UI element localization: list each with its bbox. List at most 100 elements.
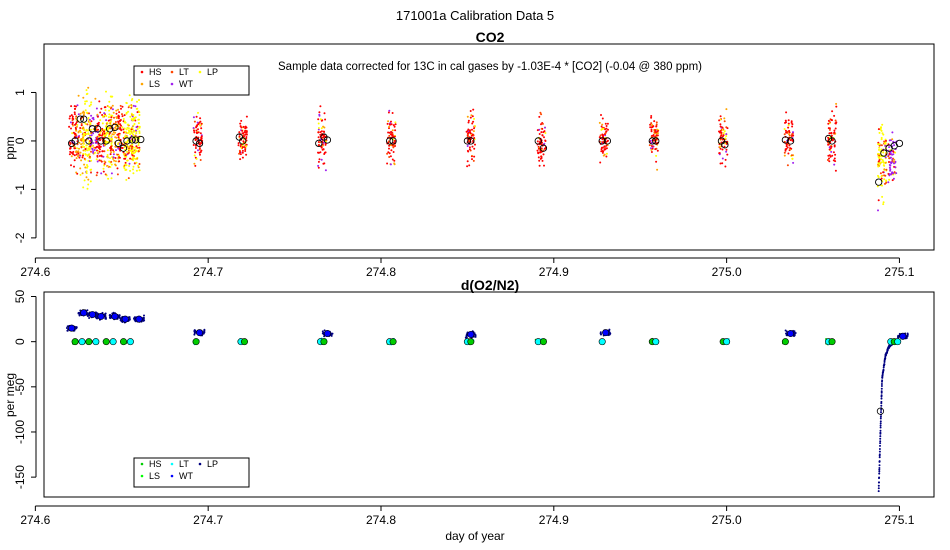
co2-data-point (784, 129, 787, 132)
o2n2-data-point (88, 317, 91, 319)
o2n2-mean-marker (88, 311, 96, 319)
co2-data-point (98, 155, 101, 157)
o2n2-data-point (464, 336, 467, 339)
o2n2-mean-marker (121, 315, 129, 323)
co2-data-point (116, 173, 119, 176)
co2-x-tick-label: 274.7 (193, 265, 223, 279)
co2-data-point (718, 152, 721, 155)
co2-data-point (888, 157, 891, 160)
co2-data-point (128, 162, 131, 165)
co2-data-point (784, 121, 786, 124)
o2n2-data-point (330, 334, 333, 337)
co2-data-point (71, 117, 74, 120)
co2-data-point (98, 132, 101, 135)
co2-data-point (135, 161, 138, 164)
o2n2-data-point (879, 415, 882, 418)
co2-data-point (538, 164, 541, 167)
co2-legend-label: LP (207, 67, 218, 77)
co2-data-point (245, 136, 248, 138)
co2-legend-label: WT (179, 79, 193, 89)
co2-data-point (784, 148, 787, 151)
co2-data-point (117, 108, 120, 111)
co2-mean-marker (71, 137, 79, 145)
co2-data-point (110, 151, 113, 154)
co2-data-point (135, 169, 138, 172)
co2-data-point (128, 151, 130, 154)
o2n2-x-tick-label: 274.9 (539, 513, 569, 527)
co2-data-point (73, 113, 76, 116)
co2-data-point (388, 156, 391, 158)
co2-data-point (884, 144, 887, 147)
co2-data-point (788, 131, 791, 134)
co2-data-point (82, 186, 85, 189)
co2-data-point (895, 172, 898, 175)
co2-mean-marker (539, 144, 548, 152)
co2-data-point (101, 134, 103, 137)
co2-data-point (600, 148, 603, 151)
co2-data-point (827, 143, 830, 146)
co2-data-point (117, 136, 120, 139)
o2n2-y-tick-label: -50 (13, 378, 27, 396)
co2-data-point (890, 173, 893, 176)
o2n2-data-point (906, 333, 909, 336)
co2-data-point (197, 149, 199, 152)
co2-data-point (605, 130, 608, 133)
co2-data-point (94, 146, 97, 149)
co2-data-point (467, 131, 470, 134)
co2-data-point (118, 120, 121, 123)
co2-data-point (877, 162, 880, 165)
co2-data-point (885, 168, 888, 171)
co2-data-point (131, 149, 134, 152)
co2-data-point (193, 120, 196, 123)
co2-data-point (96, 155, 99, 158)
co2-data-point (721, 162, 724, 165)
co2-data-point (80, 146, 83, 149)
co2-data-point (471, 145, 474, 148)
o2n2-data-point (882, 366, 885, 369)
co2-data-point (878, 148, 880, 151)
o2n2-data-point (465, 334, 468, 337)
co2-data-point (75, 121, 78, 124)
co2-data-point (97, 123, 100, 126)
co2-data-point (828, 160, 831, 163)
co2-data-point (469, 110, 472, 112)
co2-data-point (79, 112, 82, 115)
co2-data-point (790, 135, 793, 137)
o2n2-data-point (785, 330, 788, 333)
co2-data-point (136, 111, 139, 114)
co2-data-point (130, 151, 133, 154)
co2-data-point (193, 131, 196, 134)
co2-data-point (107, 119, 110, 122)
co2-mean-marker (111, 123, 119, 132)
co2-data-point (392, 151, 395, 153)
co2-data-point (75, 115, 78, 118)
co2-data-point (138, 169, 141, 172)
co2-data-point (719, 145, 722, 148)
co2-data-point (242, 132, 245, 135)
co2-data-point (105, 133, 107, 136)
co2-data-point (543, 130, 546, 133)
co2-data-point (321, 119, 324, 122)
o2n2-legend-box (133, 457, 250, 488)
co2-data-point (85, 89, 88, 92)
co2-data-point (131, 145, 134, 148)
co2-data-point (603, 145, 606, 148)
co2-data-point (649, 123, 652, 126)
co2-data-point (650, 147, 652, 150)
co2-data-point (129, 133, 132, 136)
co2-data-point (121, 126, 124, 129)
o2n2-mean-marker (78, 338, 86, 346)
co2-data-point (138, 148, 141, 151)
o2n2-data-point (878, 448, 881, 450)
co2-data-point (104, 106, 107, 109)
co2-data-point (603, 148, 606, 151)
co2-data-point (245, 130, 248, 133)
co2-data-point (104, 173, 107, 176)
o2n2-data-point (883, 359, 886, 362)
co2-mean-markers (68, 115, 904, 186)
co2-data-point (129, 157, 132, 160)
co2-data-point (790, 154, 793, 157)
co2-mean-marker (106, 125, 114, 133)
co2-data-point (124, 161, 127, 164)
co2-data-point (790, 121, 793, 124)
